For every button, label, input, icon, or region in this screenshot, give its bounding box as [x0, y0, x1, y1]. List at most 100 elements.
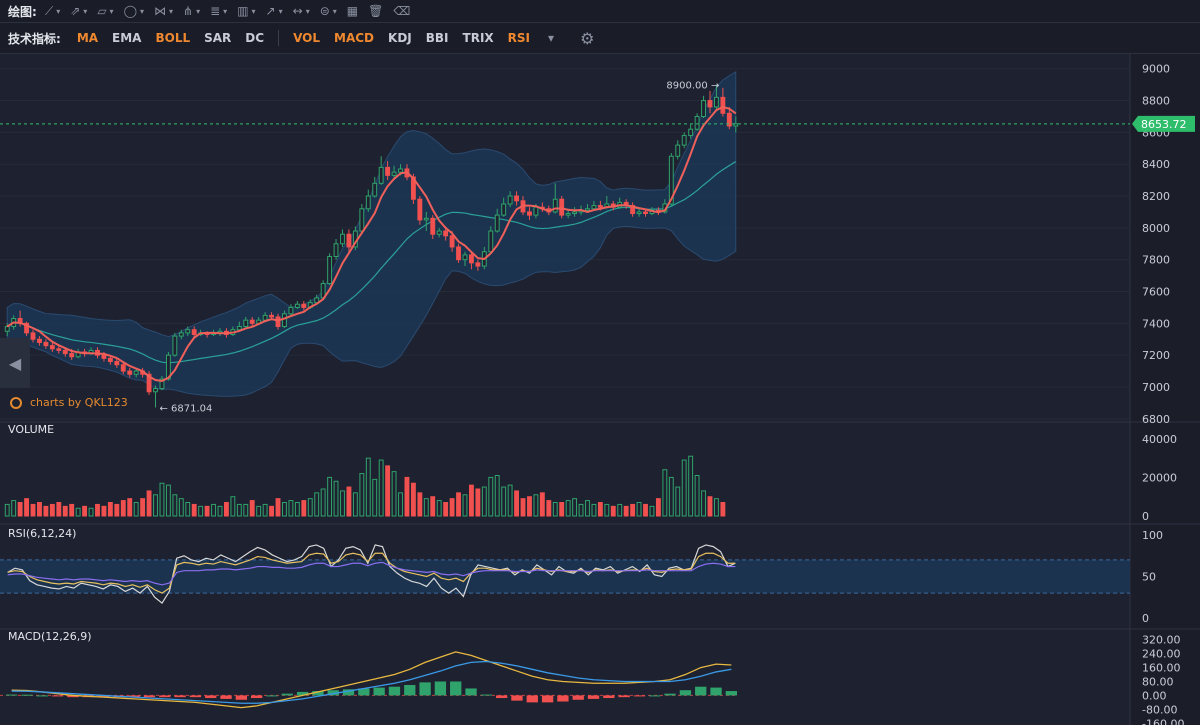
indicator-dc-button[interactable]: DC — [245, 31, 265, 45]
indicator-rsi-button[interactable]: RSI — [507, 31, 531, 45]
volume-bar — [610, 505, 616, 517]
volume-bar — [630, 503, 636, 517]
bars-pattern-icon[interactable]: ▦ — [346, 4, 359, 18]
candle-body — [643, 211, 648, 215]
macd-histogram-bar — [235, 695, 247, 700]
volume-bar — [133, 502, 139, 517]
volume-bar — [720, 502, 726, 517]
shape-tool-icon[interactable]: ◯ ▾ — [123, 4, 145, 18]
volume-bar — [372, 478, 378, 517]
macd-histogram-bar — [695, 686, 707, 696]
gann-tool-icon[interactable]: ▥ ▾ — [237, 4, 256, 18]
volume-bar — [82, 505, 88, 517]
macd-histogram-bar — [450, 681, 462, 696]
macd-histogram-bar — [143, 695, 156, 698]
candle-body — [707, 100, 713, 108]
fib-tool-icon[interactable]: ≣ ▾ — [210, 4, 228, 18]
volume-bar — [410, 482, 416, 517]
volume-bar — [391, 471, 397, 517]
indicator-boll-button[interactable]: BOLL — [155, 31, 191, 45]
candle-body — [37, 338, 42, 343]
candle-body — [69, 353, 75, 358]
volume-bar — [462, 494, 468, 517]
macd-histogram-bar — [480, 694, 492, 696]
trading-chart[interactable]: 9000880086008400820080007800760074007200… — [0, 54, 1200, 725]
indicator-kdj-button[interactable]: KDJ — [388, 31, 412, 45]
volume-bar — [191, 503, 197, 517]
volume-bar — [95, 503, 100, 517]
candle-body — [423, 217, 429, 221]
note-tool-icon[interactable]: ⊜ ▾ — [319, 4, 337, 18]
volume-bar — [559, 502, 565, 517]
macd-histogram-bar — [541, 695, 554, 703]
volume-bar — [275, 498, 281, 517]
indicator-ema-button[interactable]: EMA — [112, 31, 142, 45]
volume-bar — [417, 492, 423, 517]
volume-bar — [282, 502, 287, 517]
volume-bar — [494, 475, 500, 517]
macd-histogram-bar — [67, 695, 79, 698]
candle-body — [346, 233, 352, 248]
volume-bar — [4, 503, 10, 517]
volume-bar — [56, 502, 62, 517]
volume-pane-title: VOLUME — [8, 423, 54, 436]
candle-body — [688, 128, 694, 137]
candle-body — [391, 171, 397, 176]
volume-bar — [597, 502, 603, 517]
candle-body — [533, 206, 539, 216]
channel-tool-icon[interactable]: ▱ ▾ — [97, 4, 114, 18]
macd-histogram-bar — [36, 695, 48, 697]
scroll-left-button[interactable]: ◀ — [0, 338, 30, 388]
candle-body — [475, 262, 481, 267]
indicator-macd-button[interactable]: MACD — [334, 31, 375, 45]
volume-bar — [694, 475, 700, 517]
more-indicators-button[interactable]: ▾ — [548, 31, 555, 45]
volume-bar — [430, 496, 436, 517]
volume-bar — [385, 465, 391, 517]
candle-body — [714, 96, 719, 108]
candle-body — [449, 235, 455, 248]
volume-bar — [636, 502, 642, 517]
indicator-ma-button[interactable]: MA — [76, 31, 99, 45]
volume-bar — [288, 500, 294, 517]
volume-bar — [398, 492, 403, 517]
delete-icon[interactable]: 🗑 — [368, 4, 384, 18]
volume-bar — [707, 496, 713, 517]
settings-gear-icon[interactable]: ⚙ — [580, 28, 595, 48]
indicator-trix-button[interactable]: TRIX — [462, 31, 494, 45]
low-price-label: ← 6871.04 — [160, 404, 213, 415]
macd-tick-label: 160.00 — [1142, 662, 1181, 675]
volume-bar — [591, 503, 597, 517]
indicator-bbi-button[interactable]: BBI — [425, 31, 449, 45]
measure-tool-icon[interactable]: ↔ ▾ — [292, 4, 310, 18]
volume-bar — [159, 482, 165, 517]
indicator-sar-button[interactable]: SAR — [204, 31, 232, 45]
macd-tick-label: 80.00 — [1142, 676, 1174, 689]
pitchfork-tool-icon[interactable]: ⋔ ▾ — [183, 4, 201, 18]
ray-tool-icon[interactable]: ⇗ ▾ — [70, 4, 88, 18]
indicator-vol-button[interactable]: VOL — [293, 31, 321, 45]
line-tool-icon[interactable]: ⟋ ▾ — [44, 3, 61, 18]
candle-body — [668, 155, 674, 205]
volume-bar — [714, 498, 719, 517]
indicator-divider — [278, 30, 280, 46]
volume-bar — [165, 484, 171, 517]
macd-dea-line — [11, 660, 732, 704]
arrow-tool-icon[interactable]: ↗ ▾ — [265, 4, 283, 18]
macd-histogram-bar — [312, 691, 324, 696]
volume-bar — [62, 505, 68, 517]
candle-body — [275, 316, 281, 328]
volume-bar — [294, 502, 300, 517]
candle-body — [301, 303, 307, 308]
volume-bar — [320, 488, 326, 517]
candle-body — [462, 254, 468, 261]
macd-histogram-bar — [266, 695, 278, 697]
candle-body — [294, 303, 300, 308]
eraser-icon[interactable]: ⌫ — [393, 4, 411, 18]
candle-body — [507, 195, 513, 205]
volume-bar — [249, 500, 255, 517]
volume-bar — [546, 500, 552, 517]
pattern-tool-icon[interactable]: ⋈ ▾ — [154, 4, 174, 18]
macd-histogram-bar — [419, 682, 431, 696]
volume-bar — [75, 507, 81, 517]
